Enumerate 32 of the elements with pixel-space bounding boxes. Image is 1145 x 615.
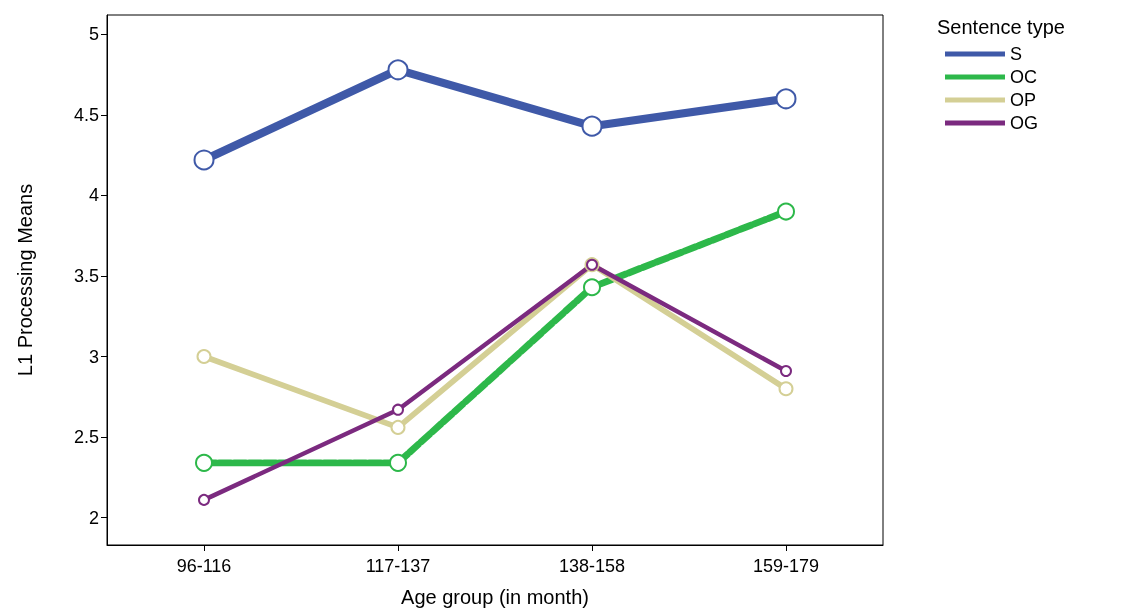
y-tick-label: 2.5: [73, 427, 99, 448]
y-tick-label: 4: [88, 185, 99, 206]
point: [583, 278, 601, 297]
y-tick-label: 5: [88, 24, 99, 45]
legend-label: OG: [1010, 113, 1039, 133]
legend-label: S: [1010, 44, 1023, 64]
y-tick-label: 3.5: [73, 265, 99, 286]
y-tick-label: 3: [88, 346, 99, 367]
y-axis-title: L1 Processing Means: [14, 183, 36, 377]
point: [392, 403, 404, 416]
point: [775, 88, 797, 110]
y-tick-label: 4.5: [73, 104, 99, 125]
legend-title: Sentence type: [937, 16, 1065, 38]
point: [387, 59, 409, 81]
point: [390, 419, 406, 435]
point: [198, 493, 210, 506]
x-tick-label: 159-179: [752, 556, 820, 576]
point: [780, 365, 792, 378]
y-tick-label: 2: [88, 507, 99, 528]
point: [778, 381, 794, 397]
legend-label: OP: [1010, 90, 1037, 110]
x-tick-label: 117-137: [365, 556, 431, 576]
point: [581, 115, 603, 137]
point: [195, 453, 213, 472]
x-tick-label: 138-158: [558, 556, 626, 576]
x-axis-title: Age group (in month): [401, 586, 589, 608]
point: [389, 453, 407, 472]
legend-label: OC: [1010, 67, 1037, 87]
point: [196, 349, 212, 365]
x-tick-label: 96-116: [176, 556, 232, 576]
point: [777, 202, 795, 221]
point: [193, 149, 215, 171]
